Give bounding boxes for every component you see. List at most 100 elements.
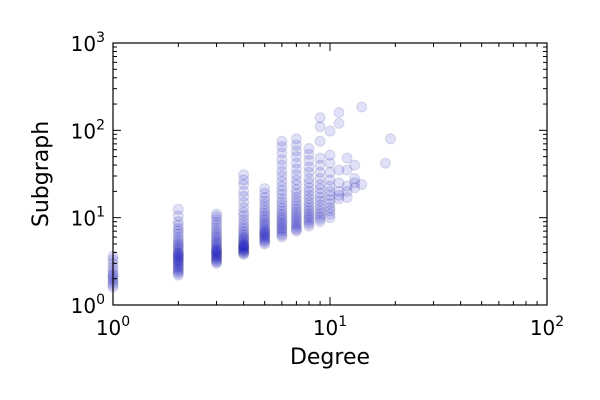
- data-point: [259, 225, 271, 237]
- data-point: [211, 238, 223, 250]
- data-point: [238, 178, 250, 190]
- data-point: [333, 185, 345, 197]
- data-point: [333, 189, 345, 201]
- data-point: [259, 238, 271, 250]
- data-point: [349, 177, 361, 189]
- data-point: [211, 217, 223, 229]
- data-point: [211, 233, 223, 245]
- x-tick-label: 100: [96, 314, 130, 340]
- data-point: [303, 173, 315, 185]
- data-point: [290, 214, 302, 226]
- data-point: [314, 213, 326, 225]
- data-point: [259, 231, 271, 243]
- data-point: [333, 117, 345, 129]
- data-point: [303, 199, 315, 211]
- data-point: [303, 142, 315, 154]
- data-point: [303, 189, 315, 201]
- data-point: [303, 182, 315, 194]
- data-point: [259, 229, 271, 241]
- data-point: [172, 254, 184, 266]
- data-point: [303, 212, 315, 224]
- data-point: [314, 166, 326, 178]
- data-point: [276, 170, 288, 182]
- data-point: [172, 255, 184, 267]
- y-tick-label: 102: [71, 117, 105, 143]
- data-point: [324, 166, 336, 178]
- data-point: [341, 164, 353, 176]
- data-point: [238, 185, 250, 197]
- data-point: [238, 206, 250, 218]
- data-point: [303, 177, 315, 189]
- data-point: [172, 246, 184, 258]
- data-point: [276, 231, 288, 243]
- data-point: [211, 250, 223, 262]
- data-point: [333, 193, 345, 205]
- y-tick-label: 101: [71, 205, 105, 231]
- data-point: [324, 157, 336, 169]
- data-point: [314, 178, 326, 190]
- data-point: [238, 241, 250, 253]
- data-point: [211, 235, 223, 247]
- data-point: [314, 211, 326, 223]
- data-point: [276, 220, 288, 232]
- data-point: [211, 249, 223, 261]
- data-point: [211, 208, 223, 220]
- data-point: [172, 234, 184, 246]
- points-layer: [107, 101, 396, 293]
- data-point: [324, 205, 336, 217]
- data-point: [276, 217, 288, 229]
- y-tick-label-exponent: 3: [96, 30, 105, 46]
- data-point: [303, 214, 315, 226]
- data-point: [211, 231, 223, 243]
- data-point: [259, 214, 271, 226]
- data-point: [276, 225, 288, 237]
- data-point: [259, 187, 271, 199]
- data-point: [238, 202, 250, 214]
- data-point: [172, 267, 184, 279]
- data-point: [172, 225, 184, 237]
- data-point: [290, 198, 302, 210]
- data-point: [172, 210, 184, 222]
- data-point: [276, 224, 288, 236]
- data-point: [290, 145, 302, 157]
- data-point: [341, 152, 353, 164]
- data-point: [303, 205, 315, 217]
- data-point: [238, 220, 250, 232]
- data-point: [276, 214, 288, 226]
- data-point: [290, 184, 302, 196]
- data-point: [211, 236, 223, 248]
- data-point: [303, 155, 315, 167]
- data-point: [172, 247, 184, 259]
- data-point: [172, 236, 184, 248]
- data-point: [238, 210, 250, 222]
- data-point: [211, 255, 223, 267]
- data-point: [238, 174, 250, 186]
- data-point: [290, 208, 302, 220]
- data-point: [356, 101, 368, 113]
- data-point: [211, 219, 223, 231]
- data-point: [341, 180, 353, 192]
- data-point: [303, 161, 315, 173]
- data-point: [276, 175, 288, 187]
- data-point: [379, 157, 391, 169]
- data-point: [314, 183, 326, 195]
- x-tick-label-base: 10: [313, 316, 338, 340]
- data-point: [259, 195, 271, 207]
- data-point: [238, 242, 250, 254]
- data-point: [324, 125, 336, 137]
- data-point: [172, 263, 184, 275]
- data-point: [356, 178, 368, 190]
- data-point: [303, 196, 315, 208]
- data-point: [303, 148, 315, 160]
- data-point: [314, 199, 326, 211]
- data-point: [238, 225, 250, 237]
- data-point: [314, 121, 326, 133]
- data-point: [238, 169, 250, 181]
- data-point: [259, 207, 271, 219]
- data-point: [341, 192, 353, 204]
- data-point: [238, 223, 250, 235]
- data-point: [290, 201, 302, 213]
- data-point: [259, 202, 271, 214]
- data-point: [276, 180, 288, 192]
- data-point: [276, 205, 288, 217]
